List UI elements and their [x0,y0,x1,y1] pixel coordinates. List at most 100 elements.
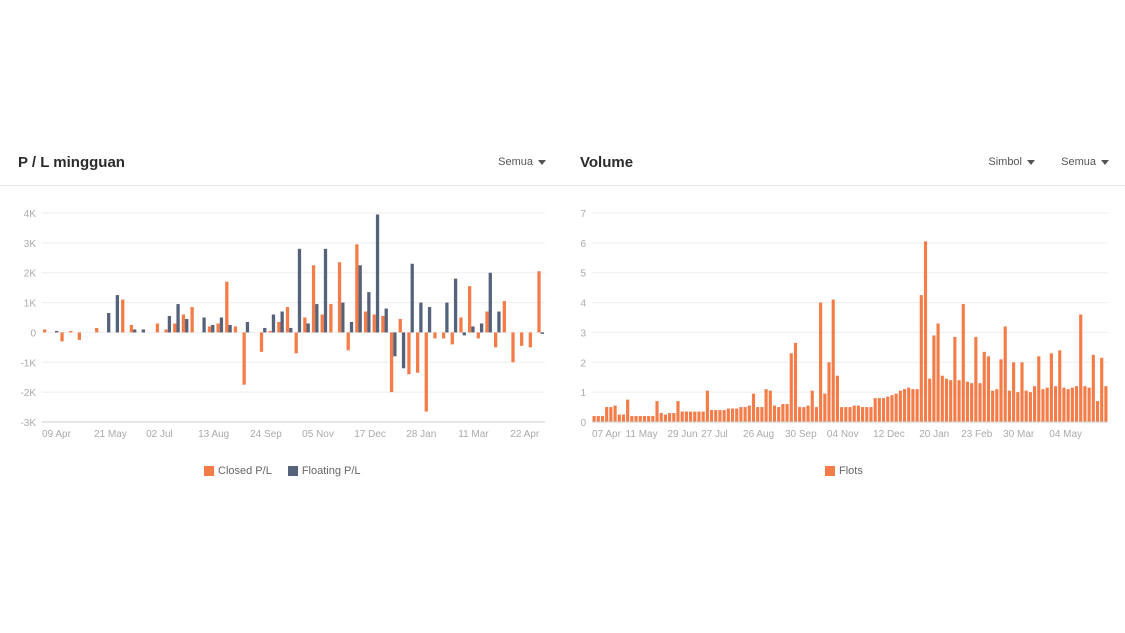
bar-flots [995,389,999,422]
bar-closed-p-l [329,304,333,333]
bar-flots [735,408,739,422]
bar-flots [999,359,1003,422]
bar-flots [936,323,940,422]
symbol-filter-dropdown[interactable]: Simbol [988,156,1035,168]
bar-closed-p-l [277,321,281,333]
bar-flots [1062,387,1066,422]
bar-floating-p-l [410,263,414,333]
bar-flots [680,411,684,422]
bar-flots [890,395,894,422]
bar-floating-p-l [245,321,250,333]
legend-item-flots[interactable]: Flots [825,465,863,477]
bar-flots [1007,390,1011,422]
bar-closed-p-l [363,311,368,333]
bar-floating-p-l [185,318,189,333]
x-tick-label: 11 May [626,429,658,440]
bar-flots [806,405,810,422]
bar-closed-p-l [424,332,428,412]
y-tick-label: 3 [580,328,586,339]
bar-flots [1016,392,1020,422]
bar-closed-p-l [190,307,194,333]
bar-closed-p-l [337,262,342,333]
weekly-pl-filter-dropdown[interactable]: Semua [498,156,546,168]
bar-flots [869,407,873,422]
bar-flots [923,241,928,422]
bar-flots [743,407,747,422]
bar-flots [1012,362,1016,422]
bar-closed-p-l [467,286,472,333]
bar-flots [1079,314,1083,422]
bar-floating-p-l [393,332,397,357]
bar-floating-p-l [471,326,475,333]
legend-item-floating[interactable]: Floating P/L [287,465,361,477]
bar-flots [793,342,798,422]
bar-floating-p-l [367,292,371,333]
volume-filter-dropdown[interactable]: Semua [1061,156,1109,168]
bar-floating-p-l [341,302,345,333]
x-tick-label: 30 Mar [1003,429,1035,440]
bar-floating-p-l [133,329,137,333]
x-tick-label: 23 Feb [961,429,993,440]
y-tick-label: 0 [30,328,36,339]
bar-floating-p-l [55,330,59,333]
bar-flots [621,414,626,422]
bar-flots [655,401,659,422]
bar-flots [626,399,630,422]
x-tick-label: 12 Dec [873,429,905,440]
bar-flots [693,411,697,422]
bar-flots [852,405,856,422]
bar-flots [873,398,877,422]
bar-floating-p-l [540,332,544,334]
weekly-pl-filter-label: Semua [498,156,533,168]
bar-flots [709,410,714,422]
bar-flots [1058,350,1062,422]
bar-flots [944,378,949,422]
bar-flots [881,398,886,422]
bar-flots [722,410,726,422]
bar-flots [1083,386,1087,422]
bar-flots [676,401,680,422]
bar-flots [1024,390,1028,422]
bar-closed-p-l [268,330,272,333]
bar-flots [953,336,957,422]
bar-flots [1070,387,1074,422]
bar-closed-p-l [415,332,420,373]
y-tick-label: 1 [580,388,586,399]
volume-legend: Flots [825,465,863,477]
bar-flots [1041,389,1045,422]
bar-flots [751,393,756,422]
bar-flots [638,416,642,422]
bar-closed-p-l [528,332,532,348]
bar-flots [907,387,911,422]
bar-closed-p-l [303,317,307,333]
x-tick-label: 04 May [1049,429,1082,440]
bar-flots [1066,389,1070,422]
bar-floating-p-l [462,332,466,336]
bar-flots [659,413,663,422]
x-tick-label: 20 Jan [919,429,949,440]
bar-closed-p-l [346,332,350,351]
x-tick-label: 05 Nov [302,429,334,440]
x-tick-label: 13 Aug [198,429,229,440]
bar-closed-p-l [181,314,186,333]
bar-flots [840,407,844,422]
bar-floating-p-l [297,248,302,333]
weekly-pl-panel: P / L mingguan Semua 4K 3K 2K 1K 0 -1K -2K -3K 0… [0,143,560,503]
bar-flots [1087,387,1091,422]
bar-closed-p-l [294,332,298,354]
bar-flots [965,381,970,422]
bar-floating-p-l [384,308,388,333]
weekly-pl-title: P / L mingguan [18,154,125,171]
bar-closed-p-l [372,314,376,333]
bar-flots [764,389,768,422]
bar-flots [1049,353,1053,422]
bar-closed-p-l [320,314,324,333]
bar-flots [651,416,655,422]
bar-closed-p-l [233,326,238,333]
bar-closed-p-l [537,271,541,333]
bar-flots [592,416,596,422]
y-tick-label: 4 [580,299,586,310]
bar-flots [1104,386,1108,422]
legend-item-closed[interactable]: Closed P/L [204,465,272,477]
bar-floating-p-l [306,323,310,333]
